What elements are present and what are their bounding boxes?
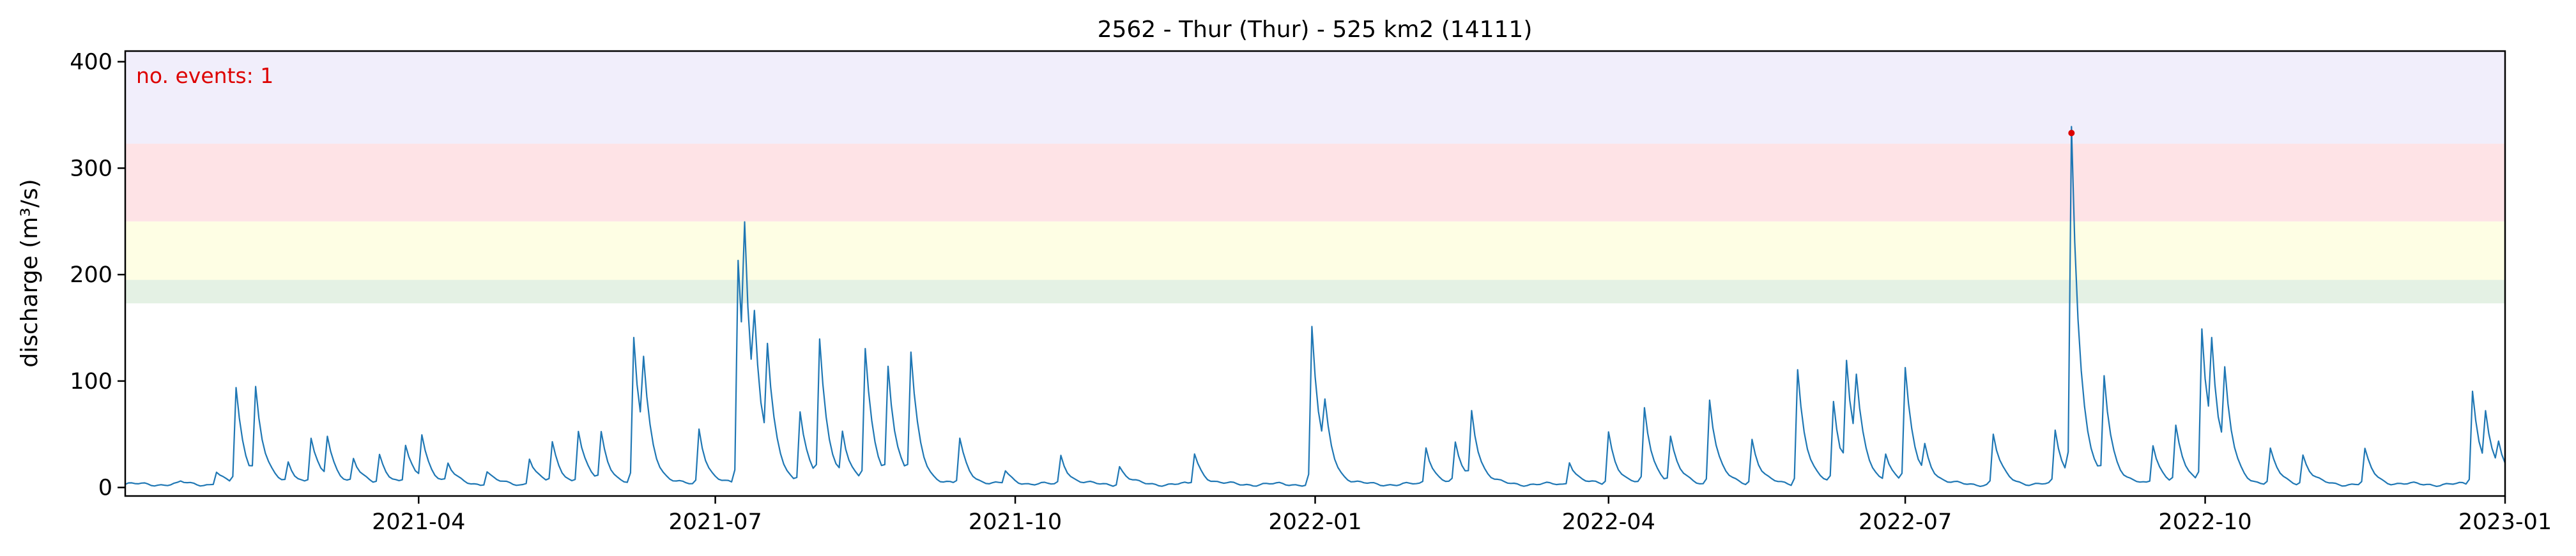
discharge-series-line [125, 126, 2506, 487]
y-axis-label: discharge (m³/s) [17, 179, 43, 367]
x-tick-label: 2022-10 [2158, 509, 2251, 535]
events-count-annotation: no. events: 1 [136, 63, 273, 88]
y-tick-label: 200 [70, 262, 112, 288]
x-tick-label: 2022-04 [1562, 509, 1655, 535]
threshold-band [125, 51, 2505, 144]
y-axis: 0 100 200 300 400 [70, 50, 125, 501]
threshold-band [125, 280, 2505, 304]
x-axis: 2021-04 2021-07 2021-10 2022-01 2022-04 2022-… [372, 496, 2552, 535]
event-marker [2068, 130, 2075, 137]
x-tick-label: 2022-01 [1268, 509, 1361, 535]
event-marker-layer [2068, 130, 2075, 137]
threshold-band [125, 221, 2505, 280]
threshold-bands [125, 51, 2505, 304]
x-tick-label: 2021-04 [372, 509, 465, 535]
x-tick-label: 2021-10 [969, 509, 1062, 535]
series-layer [125, 126, 2506, 487]
threshold-band [125, 144, 2505, 222]
y-tick-label: 0 [98, 476, 112, 501]
y-tick-label: 300 [70, 156, 112, 181]
x-tick-label: 2021-07 [668, 509, 762, 535]
chart-title: 2562 - Thur (Thur) - 525 km2 (14111) [1098, 17, 1533, 43]
y-tick-label: 100 [70, 369, 112, 394]
y-tick-label: 400 [70, 50, 112, 75]
x-tick-label: 2023-01 [2458, 509, 2552, 535]
x-tick-label: 2022-07 [1859, 509, 1952, 535]
